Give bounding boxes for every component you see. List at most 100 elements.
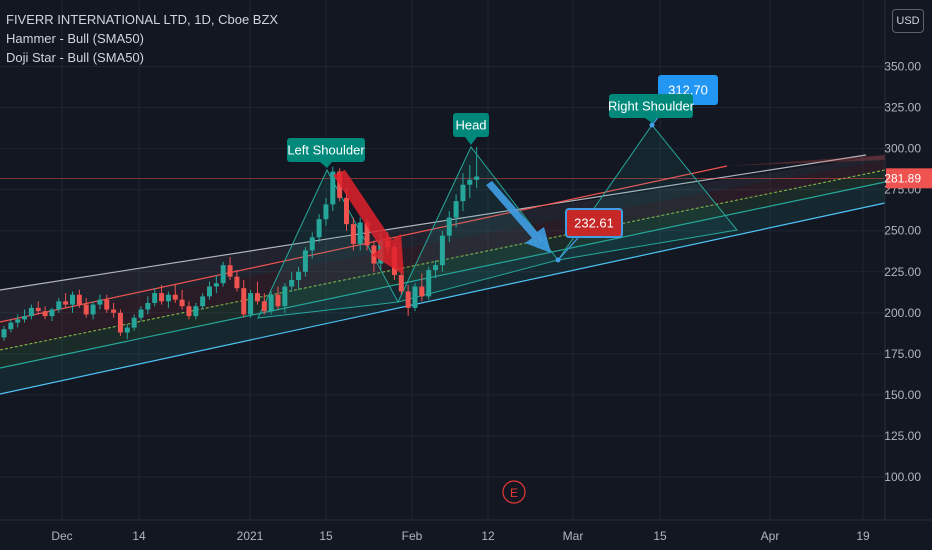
- candle-body: [460, 184, 466, 202]
- head-label-text: Head: [455, 118, 486, 133]
- price-tick-label: 300.00: [884, 142, 921, 156]
- candle-body: [323, 204, 329, 220]
- candle-body: [207, 286, 212, 297]
- candle-body: [234, 276, 240, 289]
- candle-body: [193, 306, 199, 317]
- earnings-letter: E: [510, 486, 518, 500]
- symbol-title[interactable]: FIVERR INTERNATIONAL LTD, 1D, Cboe BZX: [6, 12, 279, 27]
- price-tick-label: 225.00: [884, 265, 921, 279]
- candle-body: [179, 299, 185, 307]
- head-label-tail: [465, 137, 477, 145]
- price-axis[interactable]: 100.00 125.00 150.00 175.00 200.00 225.00 250.…: [884, 0, 932, 520]
- candle-body: [433, 265, 439, 271]
- red-arrow: [333, 170, 404, 275]
- candle-body: [268, 294, 274, 312]
- candle-body: [296, 271, 302, 280]
- candle-body: [83, 304, 89, 315]
- candle-body: [56, 301, 62, 310]
- time-tick-label: 15: [653, 529, 667, 543]
- candle-body: [70, 294, 75, 305]
- target-point-high: [649, 122, 655, 128]
- candle-body: [35, 307, 41, 312]
- price-tick-label: 200.00: [884, 306, 921, 320]
- target-high-label-text: 312.70: [668, 83, 708, 98]
- candle-body: [453, 201, 459, 218]
- time-tick-label: 2021: [237, 529, 264, 543]
- channel-teal-band: [0, 182, 885, 394]
- head-triangle: [397, 146, 559, 303]
- candle-body: [316, 219, 322, 238]
- price-tick-label: 250.00: [884, 224, 921, 238]
- target-line-low: [557, 237, 579, 261]
- candle-body: [467, 179, 473, 185]
- head-label: Head: [453, 113, 489, 145]
- candle-body: [302, 250, 308, 272]
- time-tick-label: 12: [481, 529, 495, 543]
- candle-body: [405, 291, 411, 308]
- candle-body: [426, 270, 432, 297]
- time-tick-label: 14: [132, 529, 146, 543]
- candle-body: [117, 312, 123, 333]
- candle-body: [76, 294, 82, 305]
- candle-body: [165, 294, 171, 302]
- candle-body: [241, 288, 247, 315]
- candle-body: [124, 327, 130, 333]
- blue-arrow: [486, 181, 551, 253]
- candle-body: [419, 286, 425, 297]
- price-tick-label: 350.00: [884, 60, 921, 74]
- candle-body: [200, 296, 206, 307]
- candle-body: [1, 329, 7, 338]
- target-point-low: [555, 257, 561, 263]
- candle-body: [42, 311, 48, 317]
- currency-button[interactable]: USD: [892, 9, 924, 33]
- time-tick-label: Feb: [402, 529, 423, 543]
- last-price-badge-text: 281.89: [884, 171, 921, 185]
- channel-upper-line: [0, 154, 867, 291]
- candle-body: [446, 217, 452, 236]
- time-tick-label: 15: [319, 529, 333, 543]
- candle-body: [104, 299, 110, 310]
- candle-body: [145, 302, 151, 310]
- candle-body: [282, 286, 288, 307]
- right-shoulder-label-box: [609, 94, 693, 118]
- last-price-badge-box: [886, 168, 932, 189]
- last-price-badge: 281.89: [884, 168, 932, 189]
- left-shoulder-label-text: Left Shoulder: [287, 143, 365, 158]
- chart-legend: FIVERR INTERNATIONAL LTD, 1D, Cboe BZX H…: [6, 10, 278, 67]
- time-axis[interactable]: Dec 14 2021 15 Feb 12 Mar 15 Apr 19: [0, 519, 932, 543]
- candle-body: [172, 294, 178, 300]
- candle-body: [364, 222, 370, 246]
- candle-body: [111, 309, 117, 313]
- candle-body: [439, 235, 445, 266]
- candle-body: [159, 293, 165, 302]
- time-tick-label: 19: [856, 529, 870, 543]
- candle-body: [49, 309, 55, 317]
- candle-body: [8, 322, 14, 330]
- candle-body: [227, 265, 233, 277]
- projection-arrows: [333, 99, 673, 275]
- candle-body: [474, 176, 480, 180]
- candle-body: [350, 224, 356, 244]
- candle-body: [220, 265, 226, 284]
- time-tick-label: Dec: [51, 529, 72, 543]
- indicator-doji-star-bull[interactable]: Doji Star - Bull (SMA50): [6, 50, 144, 65]
- indicator-hammer-bull[interactable]: Hammer - Bull (SMA50): [6, 31, 144, 46]
- candle-body: [248, 293, 254, 315]
- price-tick-label: 150.00: [884, 388, 921, 402]
- candle-body: [63, 301, 69, 305]
- candle-body: [412, 286, 418, 308]
- left-shoulder-label: Left Shoulder: [287, 138, 365, 168]
- candle-body: [289, 279, 295, 287]
- price-tick-label: 325.00: [884, 101, 921, 115]
- candle-body: [357, 222, 363, 244]
- left-shoulder-label-box: [287, 138, 365, 162]
- candle-body: [398, 275, 404, 292]
- channel-red-wedge: [727, 155, 885, 166]
- time-tick-label: Mar: [563, 529, 584, 543]
- candle-body: [152, 293, 158, 303]
- price-tick-label: 125.00: [884, 429, 921, 443]
- target-low-label: 232.61: [565, 208, 623, 238]
